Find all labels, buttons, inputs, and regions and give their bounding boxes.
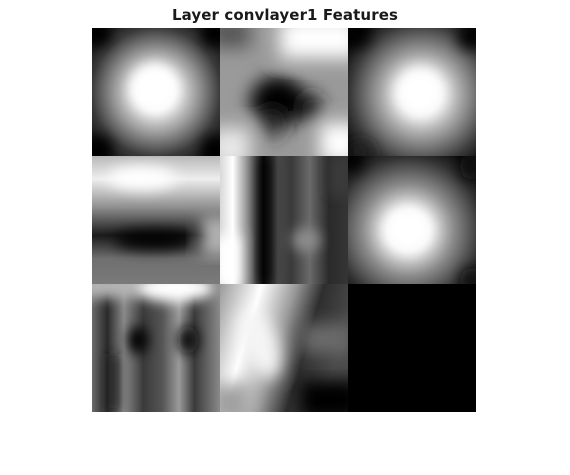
feature-tile-2	[220, 28, 348, 156]
feature-tile-8	[220, 284, 348, 412]
figure-title: Layer convlayer1 Features	[171, 6, 399, 24]
feature-tile-5	[220, 156, 348, 284]
feature-tile-3	[348, 28, 476, 156]
feature-tile-4	[92, 156, 220, 284]
feature-tile-7	[92, 284, 220, 412]
feature-tile-6	[348, 156, 476, 284]
feature-montage	[92, 28, 476, 412]
feature-tile-9	[348, 284, 476, 412]
feature-tile-1	[92, 28, 220, 156]
